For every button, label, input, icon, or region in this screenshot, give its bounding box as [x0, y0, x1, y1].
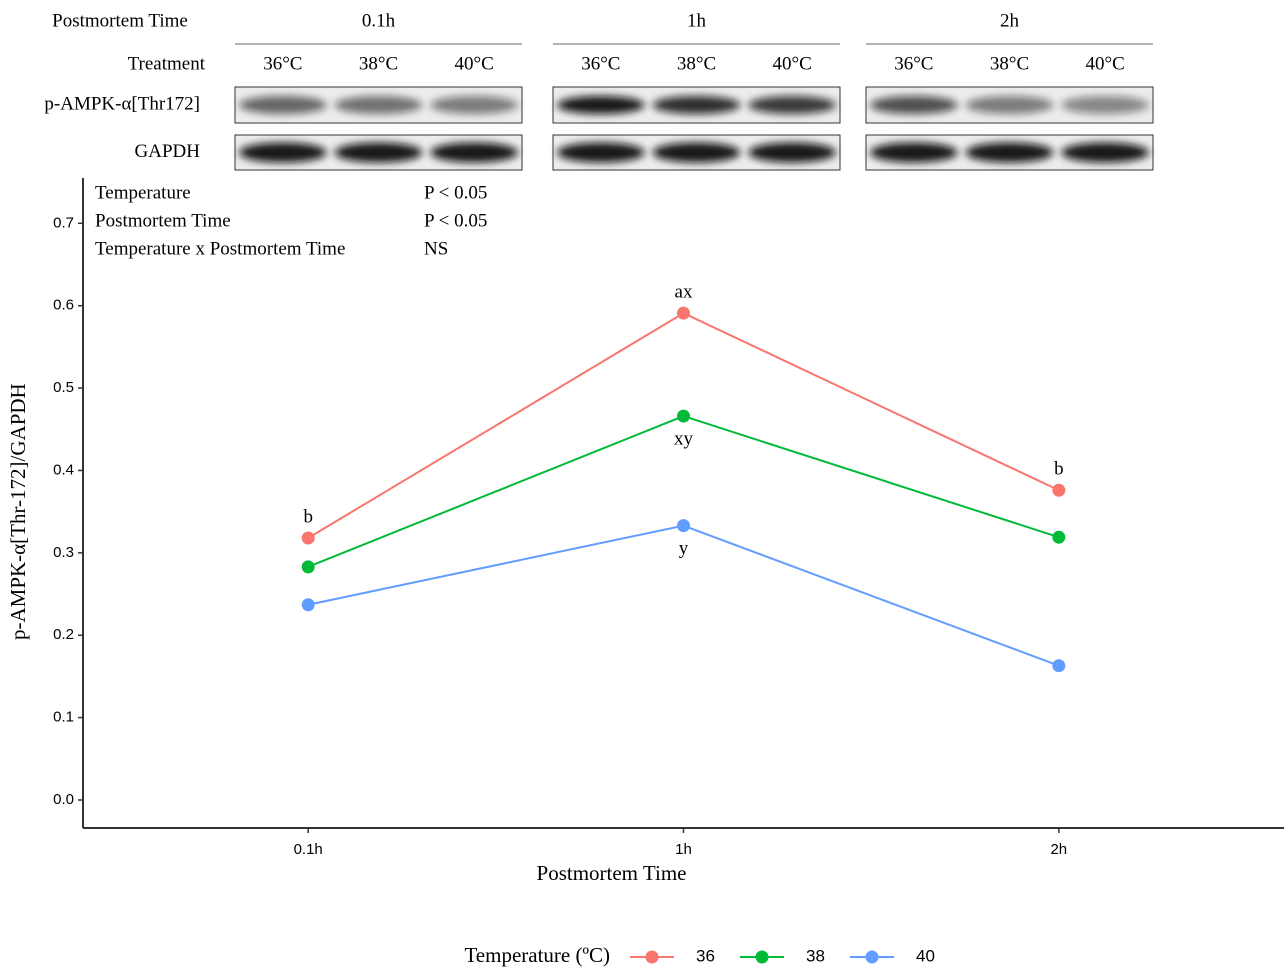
blot-group-label: 1h — [687, 10, 707, 31]
y-tick-label: 0.5 — [53, 379, 74, 396]
blot-strip — [235, 87, 522, 123]
data-point — [1052, 659, 1065, 672]
blot-lane-label: 40°C — [773, 53, 812, 74]
legend-key-point — [866, 951, 879, 964]
blot-band — [966, 143, 1054, 163]
blot-band — [430, 143, 518, 163]
blot-strip — [553, 135, 840, 170]
significance-letter: ax — [675, 281, 693, 302]
blot-lane-label: 40°C — [455, 53, 494, 74]
y-tick-label: 0.0 — [53, 791, 74, 808]
blot-lane-label: 36°C — [894, 53, 933, 74]
data-point — [677, 519, 690, 532]
blot-group-label: 0.1h — [362, 10, 396, 31]
y-tick-label: 0.2 — [53, 626, 74, 643]
x-tick-label: 2h — [1050, 841, 1067, 858]
legend-label: 38 — [806, 946, 825, 965]
blot-strip — [235, 135, 522, 170]
legend-label: 40 — [916, 946, 935, 965]
blot-band — [653, 96, 741, 114]
stats-effect: Temperature — [95, 182, 191, 203]
blot-band — [1061, 96, 1149, 114]
stats-result: P < 0.05 — [424, 210, 487, 231]
y-tick-label: 0.6 — [53, 297, 74, 314]
legend-label: 36 — [696, 946, 715, 965]
data-point — [677, 307, 690, 320]
significance-letter: b — [303, 506, 313, 527]
blot-row-label: p-AMPK-α[Thr172] — [44, 93, 200, 114]
blot-lane-label: 38°C — [990, 53, 1029, 74]
figure: Postmortem Time Treatment p-AMPK-α[Thr172]… — [0, 0, 1284, 972]
blot-band — [748, 143, 836, 163]
blot-strip — [553, 87, 840, 123]
blot-band — [653, 143, 741, 163]
legend-key-point — [756, 951, 769, 964]
blot-strip — [866, 87, 1153, 123]
blot-band — [870, 96, 958, 114]
y-axis-title: p-AMPK-α[Thr-172]/GAPDH — [6, 383, 30, 640]
data-point — [1052, 484, 1065, 497]
data-point — [302, 532, 315, 545]
blot-lane-label: 38°C — [677, 53, 716, 74]
significance-letter: b — [1054, 459, 1064, 480]
x-tick-label: 1h — [675, 841, 692, 858]
blot-band — [239, 143, 327, 163]
x-tick-label: 0.1h — [294, 841, 323, 858]
blot-lane-label: 38°C — [359, 53, 398, 74]
data-point — [302, 598, 315, 611]
blot-band — [557, 96, 645, 114]
significance-letter: xy — [674, 428, 694, 449]
blot-band — [870, 143, 958, 163]
blot-band — [239, 96, 327, 114]
blot-header-label: Postmortem Time — [52, 10, 188, 31]
data-point — [302, 560, 315, 573]
blot-band — [557, 143, 645, 163]
x-axis-title: Postmortem Time — [537, 861, 687, 885]
y-tick-label: 0.4 — [53, 461, 74, 478]
legend-key-point — [646, 951, 659, 964]
y-tick-label: 0.3 — [53, 544, 74, 561]
blot-group-label: 2h — [1000, 10, 1020, 31]
blot-treatment-label: Treatment — [128, 53, 206, 74]
stats-result: P < 0.05 — [424, 182, 487, 203]
blot-band — [430, 96, 518, 114]
blot-row-label: GAPDH — [135, 141, 201, 162]
series-line — [308, 313, 1059, 538]
blot-band — [966, 96, 1054, 114]
blot-band — [748, 96, 836, 114]
data-point — [677, 410, 690, 423]
blot-lane-label: 36°C — [581, 53, 620, 74]
blot-lane-label: 40°C — [1086, 53, 1125, 74]
blot-band — [335, 96, 423, 114]
stats-effect: Postmortem Time — [95, 210, 231, 231]
blot-band — [335, 143, 423, 163]
data-point — [1052, 531, 1065, 544]
y-tick-label: 0.1 — [53, 709, 74, 726]
stats-result: NS — [424, 238, 448, 259]
blot-lane-label: 36°C — [263, 53, 302, 74]
legend-title: Temperature (ºC) — [464, 943, 610, 967]
blot-strip — [866, 135, 1153, 170]
significance-letter: y — [679, 538, 689, 559]
y-tick-label: 0.7 — [53, 214, 74, 231]
blot-band — [1061, 143, 1149, 163]
stats-effect: Temperature x Postmortem Time — [95, 238, 345, 259]
